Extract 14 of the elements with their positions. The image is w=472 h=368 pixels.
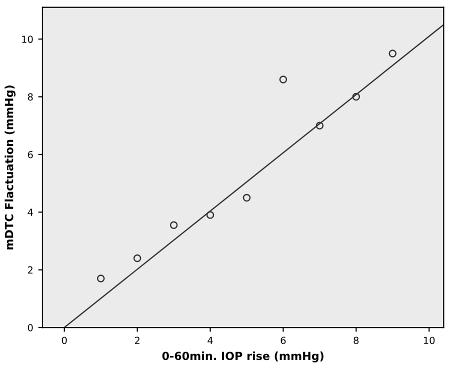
y-tick-label: 8 <box>28 93 33 101</box>
x-tick-label: 10 <box>424 336 435 344</box>
x-tick-label: 2 <box>134 336 140 344</box>
x-tick-label: 6 <box>280 336 286 344</box>
y-axis-title: mDTC Flactuation (mmHg) <box>4 86 16 250</box>
x-tick-label: 0 <box>62 336 67 344</box>
y-tick-label: 2 <box>28 266 32 274</box>
y-tick-label: 0 <box>28 324 33 332</box>
y-tick-label: 6 <box>28 150 33 158</box>
x-tick-label: 4 <box>208 336 213 344</box>
x-axis-title: 0-60min. IOP rise (mmHg) <box>162 352 324 362</box>
y-tick-label: 10 <box>22 36 33 43</box>
x-tick-label: 8 <box>354 336 359 344</box>
y-tick-label: 4 <box>28 208 33 216</box>
